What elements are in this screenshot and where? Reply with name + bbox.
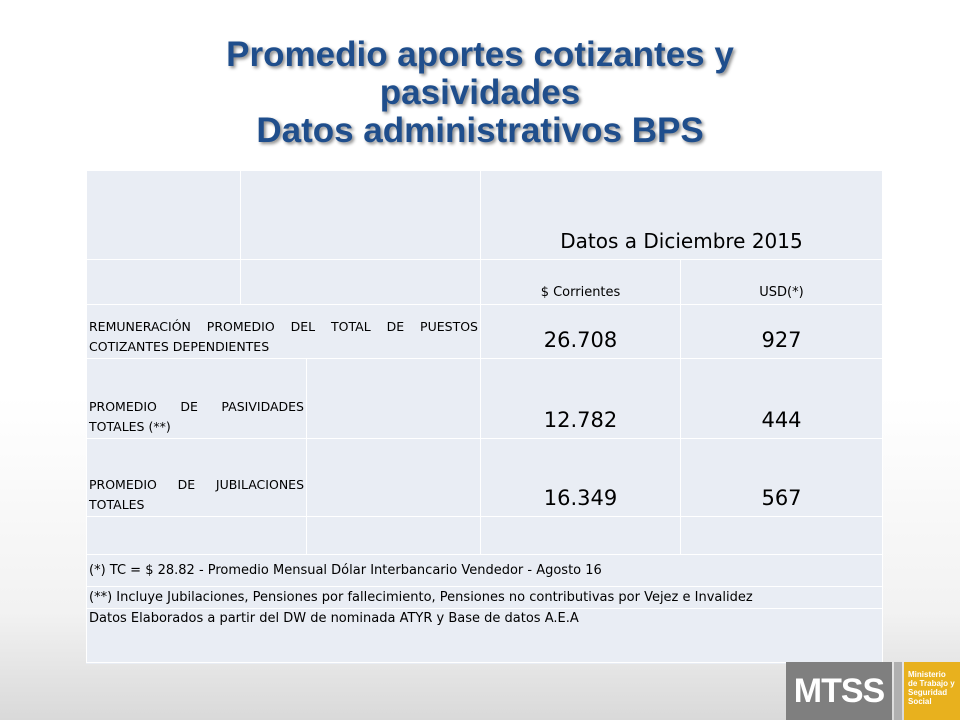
data-table: Datos a Diciembre 2015 $ Corrientes USD(… bbox=[86, 170, 883, 664]
table-row: PROMEDIO DE PASIVIDADES TOTALES (**) 12.… bbox=[86, 358, 883, 439]
table-row bbox=[86, 516, 883, 555]
value-usd: 567 bbox=[680, 438, 883, 517]
slide-title: Promedio aportes cotizantes y pasividade… bbox=[80, 36, 880, 150]
footnote-exchange-rate: (*) TC = $ 28.82 - Promedio Mensual Dóla… bbox=[86, 554, 883, 587]
empty-cell bbox=[306, 358, 481, 439]
table-row: PROMEDIO DE JUBILACIONES TOTALES 16.349 … bbox=[86, 438, 883, 517]
title-line-1: Promedio aportes cotizantes y bbox=[226, 35, 734, 74]
empty-cell bbox=[306, 516, 481, 555]
empty-cell bbox=[480, 516, 681, 555]
empty-cell bbox=[86, 259, 241, 305]
title-line-2: pasividades bbox=[379, 73, 581, 112]
column-header-corrientes: $ Corrientes bbox=[480, 259, 681, 305]
column-header-usd: USD(*) bbox=[680, 259, 883, 305]
empty-cell bbox=[680, 516, 883, 555]
logo-text-line: Ministerio bbox=[908, 670, 946, 679]
row-label: PROMEDIO DE JUBILACIONES TOTALES bbox=[86, 438, 307, 517]
value-usd: 927 bbox=[680, 304, 883, 359]
value-corrientes: 12.782 bbox=[480, 358, 681, 439]
empty-cell bbox=[306, 438, 481, 517]
logo-text-line: de Trabajo y bbox=[908, 679, 955, 688]
period-header: Datos a Diciembre 2015 bbox=[480, 170, 883, 260]
empty-cell bbox=[86, 170, 241, 260]
logo-acronym: MTSS bbox=[786, 662, 892, 720]
logo-divider bbox=[894, 662, 902, 720]
footnote-pasividades: (**) Incluye Jubilaciones, Pensiones por… bbox=[86, 586, 883, 609]
table-row: REMUNERACIÓN PROMEDIO DEL TOTAL DE PUEST… bbox=[86, 304, 883, 359]
value-usd: 444 bbox=[680, 358, 883, 439]
logo-text-line: Social bbox=[908, 697, 932, 706]
title-line-3: Datos administrativos BPS bbox=[256, 111, 704, 150]
empty-cell bbox=[240, 259, 481, 305]
mtss-logo: MTSS Ministerio de Trabajo y Seguridad S… bbox=[786, 662, 960, 720]
value-corrientes: 26.708 bbox=[480, 304, 681, 359]
value-corrientes: 16.349 bbox=[480, 438, 681, 517]
row-label: PROMEDIO DE PASIVIDADES TOTALES (**) bbox=[86, 358, 307, 439]
empty-cell bbox=[240, 170, 481, 260]
footnote-source: Datos Elaborados a partir del DW de nomi… bbox=[86, 608, 883, 663]
logo-ministry-name: Ministerio de Trabajo y Seguridad Social bbox=[908, 670, 958, 706]
row-label: REMUNERACIÓN PROMEDIO DEL TOTAL DE PUEST… bbox=[86, 304, 481, 359]
logo-gold-panel bbox=[904, 662, 960, 720]
empty-cell bbox=[86, 516, 307, 555]
logo-text-line: Seguridad bbox=[908, 688, 948, 697]
